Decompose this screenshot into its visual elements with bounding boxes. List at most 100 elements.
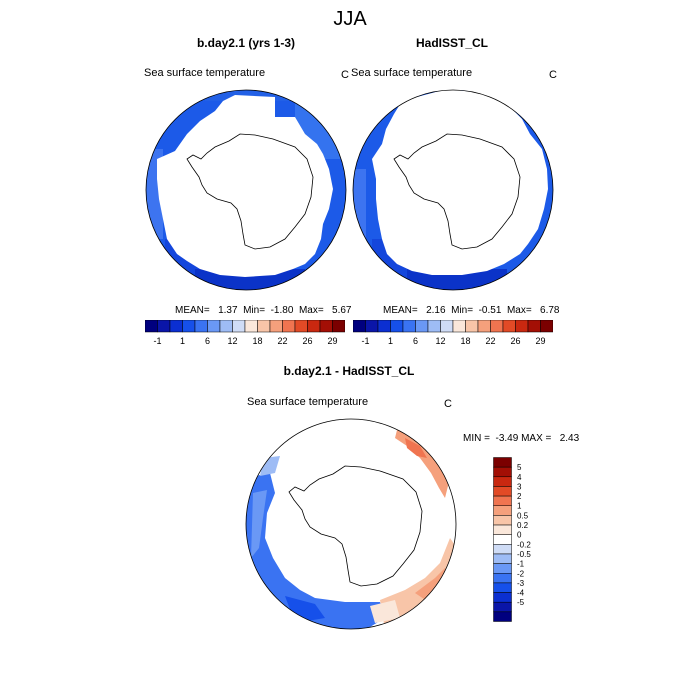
panel1-colorbar: -1 1 6 12 18 22 26 29 xyxy=(145,320,345,346)
panel2-colorbar-label: 1 xyxy=(388,336,393,346)
panel1-colorbar-labels: -1 1 6 12 18 22 26 29 xyxy=(153,336,337,346)
panel2-colorbar-box xyxy=(540,320,553,333)
panel2-antarctica-outline xyxy=(393,133,521,250)
panel1-colorbar-box xyxy=(194,320,208,333)
panel2-colorbar-box xyxy=(415,320,429,333)
panel1-units-label: C xyxy=(341,69,349,81)
panel2-title: HadISST_CL xyxy=(415,36,488,50)
panel1-colorbar-label: 12 xyxy=(227,336,237,346)
panel1-variable-label: Sea surface temperature xyxy=(144,67,266,79)
panel1-map xyxy=(145,89,347,291)
panel3-colorbar-box xyxy=(493,515,512,526)
panel3-colorbar-box xyxy=(493,466,512,478)
panel2-colorbar-box xyxy=(477,320,491,333)
panel3-title: b.day2.1 - HadISST_CL xyxy=(283,364,415,378)
panel2-colorbar-boxes xyxy=(353,320,553,333)
panel2-colorbar-label: 29 xyxy=(535,336,545,346)
panel2-colorbar-box xyxy=(377,320,391,333)
panel2-colorbar-box xyxy=(502,320,516,333)
panel2-map-boundary xyxy=(352,89,554,291)
panel3-colorbar-box xyxy=(493,544,512,555)
panel1-antarctica-outline xyxy=(186,133,314,250)
panel3-colorbar-box xyxy=(493,457,512,468)
panel2-colorbar-box xyxy=(452,320,466,333)
panel1-colorbar-box xyxy=(269,320,283,333)
panel3-colorbar-label: 4 xyxy=(517,473,522,482)
panel2-colorbar-box xyxy=(390,320,404,333)
panel1-colorbar-label: -1 xyxy=(153,336,161,346)
panel1-map-boundary xyxy=(145,89,347,291)
panel2-variable-label: Sea surface temperature xyxy=(351,67,473,79)
panel2-colorbar-box xyxy=(515,320,529,333)
panel3-colorbar-label: 1 xyxy=(517,502,522,511)
panel3-units-label: C xyxy=(444,398,452,410)
panel1-colorbar-box xyxy=(157,320,171,333)
panel2-colorbar-label: 12 xyxy=(435,336,445,346)
panel3-colorbar-box xyxy=(493,582,512,593)
panel3-colorbar-box xyxy=(493,592,512,603)
panel3-colorbar-label: 5 xyxy=(517,463,522,472)
panel3-colorbar-label: -0.2 xyxy=(517,540,531,549)
panel3-colorbar-label: 2 xyxy=(517,492,522,501)
panel3-colorbar-box xyxy=(493,573,512,584)
panel3-colorbar-label: -3 xyxy=(517,579,525,588)
panel3-colorbar-label: -5 xyxy=(517,598,525,607)
panel1-colorbar-box xyxy=(232,320,246,333)
panel3-map-boundary xyxy=(245,418,457,630)
panel1-colorbar-box xyxy=(257,320,271,333)
panel3-colorbar-label: -1 xyxy=(517,560,525,569)
panel3-colorbar-box xyxy=(493,486,512,497)
panel2-seaice-mask xyxy=(372,89,548,275)
panel3-stats: MIN = -3.49 MAX = 2.43 xyxy=(463,433,580,444)
panel2-colorbar-box xyxy=(402,320,416,333)
panel2-colorbar-labels: -1 1 6 12 18 22 26 29 xyxy=(361,336,545,346)
panel3-colorbar-box xyxy=(493,611,512,622)
panel1-title: b.day2.1 (yrs 1-3) xyxy=(196,36,296,50)
panel2-colorbar: -1 1 6 12 18 22 26 29 xyxy=(353,320,553,346)
panel3-colorbar-label: 3 xyxy=(517,482,522,491)
panel1-colorbar-box xyxy=(145,320,158,333)
panel1-colorbar-box xyxy=(332,320,345,333)
panel1-colorbar-box xyxy=(319,320,333,333)
panel3-map xyxy=(245,418,457,630)
panel2-colorbar-label: 18 xyxy=(460,336,470,346)
panel1-colorbar-label: 26 xyxy=(302,336,312,346)
panel3-antarctica-outline xyxy=(288,465,423,587)
panel3-colorbar-box xyxy=(493,563,512,574)
panel1-colorbar-box xyxy=(307,320,321,333)
panel1-colorbar-label: 22 xyxy=(277,336,287,346)
panel3-colorbar-label: 0.5 xyxy=(517,511,529,520)
panel3-colorbar-box xyxy=(493,495,512,506)
panel3-colorbar-label: -0.5 xyxy=(517,550,531,559)
panel2-colorbar-box xyxy=(365,320,379,333)
panel1-seaice-mask xyxy=(157,95,333,277)
panel1-colorbar-label: 29 xyxy=(327,336,337,346)
panel2-colorbar-label: 26 xyxy=(510,336,520,346)
panel2-stats: MEAN= 2.16 Min= -0.51 Max= 6.78 xyxy=(383,305,560,316)
panel3-colorbar-box xyxy=(493,601,512,613)
panel2-colorbar-label: -1 xyxy=(361,336,369,346)
panel1-colorbar-box xyxy=(282,320,296,333)
panel3-colorbar-box xyxy=(493,553,512,564)
panel2-map xyxy=(352,89,554,291)
panel3-background xyxy=(246,419,456,629)
panel2-colorbar-box xyxy=(490,320,504,333)
panel3-colorbar-label: 0 xyxy=(517,531,522,540)
panel1-stats: MEAN= 1.37 Min= -1.80 Max= 5.67 xyxy=(175,305,352,316)
panel2-colorbar-box xyxy=(440,320,454,333)
panel2-colorbar-box xyxy=(353,320,366,333)
panel3-colorbar-boxes xyxy=(493,457,512,622)
panel1-colorbar-box xyxy=(169,320,183,333)
panel1-colorbar-box xyxy=(182,320,196,333)
panel3-colorbar-label: -4 xyxy=(517,589,525,598)
panel1-colorbar-box xyxy=(244,320,258,333)
panel1-colorbar-label: 1 xyxy=(180,336,185,346)
panel3-colorbar-box xyxy=(493,505,512,516)
panel1-colorbar-label: 6 xyxy=(205,336,210,346)
panel1-colorbar-box xyxy=(207,320,221,333)
panel3-colorbar-box xyxy=(493,524,512,535)
panel3-colorbar-label: -2 xyxy=(517,569,525,578)
panel2-colorbar-label: 6 xyxy=(413,336,418,346)
panel2-colorbar-box xyxy=(465,320,479,333)
